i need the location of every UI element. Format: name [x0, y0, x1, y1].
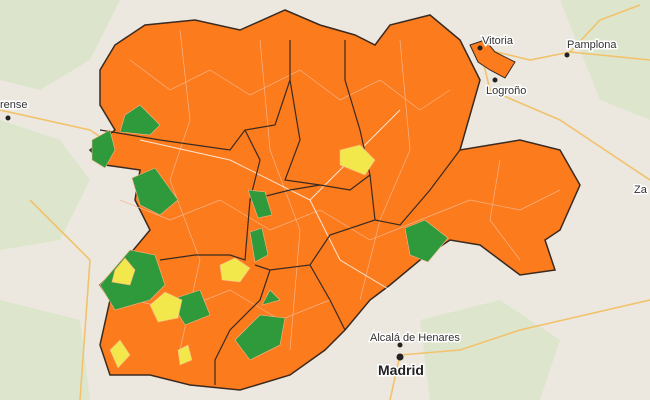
city-label: rense [0, 99, 28, 111]
green-areas [91, 104, 449, 361]
province-borders [99, 40, 461, 385]
city-dots [5, 45, 570, 361]
city-label: Madrid [378, 362, 424, 378]
region [88, 9, 581, 391]
yellow-areas [109, 144, 376, 369]
city-label: Logroño [486, 85, 526, 97]
municipalities [119, 29, 561, 351]
city-label: Pamplona [567, 39, 617, 51]
city-label: Za [634, 184, 648, 196]
roads [0, 4, 650, 400]
city-label: Vitoria [482, 35, 514, 47]
city-label: Alcalá de Henares [370, 332, 460, 344]
